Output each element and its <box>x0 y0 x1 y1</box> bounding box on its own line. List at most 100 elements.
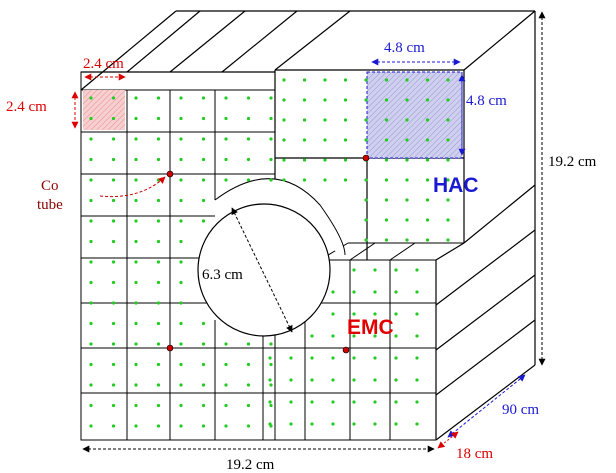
fiber-dot <box>425 118 430 122</box>
fiber-dot <box>89 383 93 387</box>
fiber-dot <box>405 98 409 102</box>
fiber-dot <box>89 362 93 367</box>
fiber-dot <box>446 178 450 182</box>
fiber-dot <box>134 424 138 428</box>
fiber-dot <box>179 280 183 285</box>
fiber-dot <box>111 342 116 346</box>
fiber-dot <box>269 96 273 100</box>
fiber-dot <box>384 98 389 102</box>
emc-cell-highlight <box>83 90 125 130</box>
fiber-dot <box>373 400 377 404</box>
fiber-dot <box>446 158 450 162</box>
fiber-dot <box>224 383 228 387</box>
fiber-dot <box>224 96 228 100</box>
fiber-dot <box>352 268 356 272</box>
fiber-dot <box>89 342 93 346</box>
fiber-dot <box>134 178 138 182</box>
fiber-dot <box>425 238 430 242</box>
fiber-dot <box>179 116 183 121</box>
fiber-dot <box>134 116 138 121</box>
fiber-dot <box>364 98 368 102</box>
fiber-dot <box>224 403 228 408</box>
fiber-dot <box>302 158 307 162</box>
fiber-dot <box>394 378 398 382</box>
fiber-dot <box>246 383 251 387</box>
fiber-dot <box>302 118 307 122</box>
hac-label: HAC <box>433 174 479 197</box>
fiber-dot <box>134 403 138 408</box>
fiber-dot <box>268 356 272 360</box>
fiber-dot <box>89 96 93 100</box>
fiber-dot <box>134 239 138 244</box>
fiber-dot <box>246 178 251 182</box>
fiber-dot <box>201 219 206 223</box>
fiber-dot <box>179 403 183 408</box>
co-tube-markers <box>166 154 370 354</box>
fiber-dot <box>405 138 409 142</box>
fiber-dot <box>384 78 389 82</box>
fiber-dot <box>201 362 206 367</box>
emc-label: EMC <box>347 316 394 339</box>
fiber-dot <box>111 198 116 203</box>
fiber-dot <box>134 383 138 387</box>
fiber-dot <box>156 137 161 141</box>
fiber-dot <box>111 362 116 367</box>
fiber-dot <box>302 178 307 182</box>
fiber-dot <box>394 356 398 360</box>
fiber-dot <box>425 218 430 222</box>
fiber-dot <box>323 138 327 142</box>
fiber-dot <box>111 260 116 264</box>
fiber-dot <box>373 356 377 360</box>
fiber-dot <box>179 219 183 223</box>
fiber-dot <box>331 378 335 382</box>
fiber-dot <box>331 334 335 338</box>
fiber-dot <box>134 321 138 326</box>
fiber-dot <box>289 356 293 360</box>
fiber-dot <box>343 118 348 122</box>
fiber-dot <box>89 178 93 182</box>
fiber-dot <box>343 178 348 182</box>
fiber-dot <box>134 96 138 100</box>
fiber-dot <box>446 198 450 202</box>
fiber-dot <box>134 342 138 346</box>
fiber-dot <box>156 321 161 326</box>
hac-cell-width-label: 4.8 cm <box>384 40 425 56</box>
fiber-dot <box>179 137 183 141</box>
fiber-dot <box>179 178 183 182</box>
fiber-dot <box>323 118 327 122</box>
fiber-dot <box>364 178 368 182</box>
cell-height-label: 2.4 cm <box>6 99 47 115</box>
fiber-dot <box>373 268 377 272</box>
fiber-dot <box>415 268 419 272</box>
fiber-dot <box>224 362 228 367</box>
fiber-dot <box>394 268 398 272</box>
fiber-dot <box>352 400 356 404</box>
fiber-dot <box>310 422 314 426</box>
fiber-dot <box>415 422 419 426</box>
fiber-dot <box>179 424 183 428</box>
fiber-dot <box>425 158 430 162</box>
hole-diameter-label: 6.3 cm <box>202 267 243 283</box>
fiber-dot <box>302 78 307 82</box>
fiber-dot <box>269 362 273 367</box>
fiber-dot <box>352 312 356 316</box>
fiber-dot <box>268 378 272 382</box>
fiber-dot <box>134 219 138 223</box>
fiber-dot <box>282 78 286 82</box>
fiber-dot <box>415 400 419 404</box>
fiber-dot <box>89 403 93 408</box>
fiber-dot <box>384 218 389 222</box>
emc-depth-label: 18 cm <box>456 446 493 462</box>
fiber-dot <box>415 334 419 338</box>
fiber-dot <box>134 137 138 141</box>
fiber-dot <box>156 239 161 244</box>
fiber-dot <box>405 78 409 82</box>
fiber-dot <box>425 178 430 182</box>
fiber-dot <box>201 424 206 428</box>
fiber-dot <box>269 157 273 162</box>
fiber-dot <box>111 424 116 428</box>
fiber-dot <box>224 137 228 141</box>
fiber-dot <box>373 378 377 382</box>
fiber-dot <box>156 96 161 100</box>
fiber-dot <box>89 116 93 121</box>
